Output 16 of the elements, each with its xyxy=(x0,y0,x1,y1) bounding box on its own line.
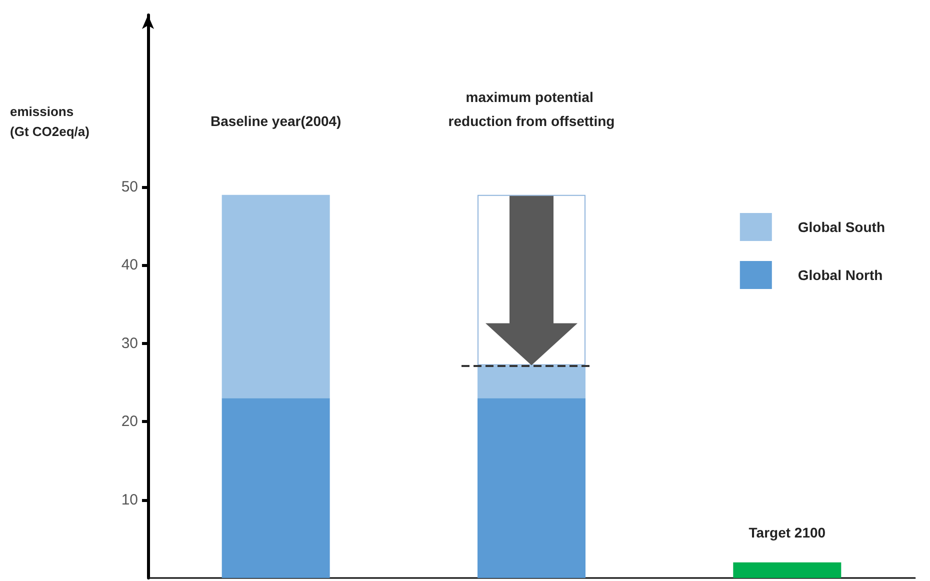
x-tick-label: Target 2100 xyxy=(748,524,826,540)
bar xyxy=(733,562,842,578)
bar xyxy=(478,365,586,398)
y-tick-label: 50 xyxy=(121,178,138,196)
y-tick-label: 10 xyxy=(121,491,138,508)
y-tick-label: 20 xyxy=(121,413,138,430)
legend-label: Global North xyxy=(798,267,883,283)
bar xyxy=(222,194,330,398)
y-axis-title: emissions (Gt CO2eq/a) xyxy=(10,103,90,141)
bar xyxy=(222,398,330,578)
y-tick-label: 40 xyxy=(121,256,138,274)
legend-label: Global South xyxy=(798,219,886,235)
x-tick-label: Baseline year(2004) xyxy=(210,112,342,129)
y-tick-label: 30 xyxy=(121,334,138,352)
bar xyxy=(478,398,586,578)
x-tick-label: maximum potential reduction from offsetting xyxy=(448,88,615,129)
